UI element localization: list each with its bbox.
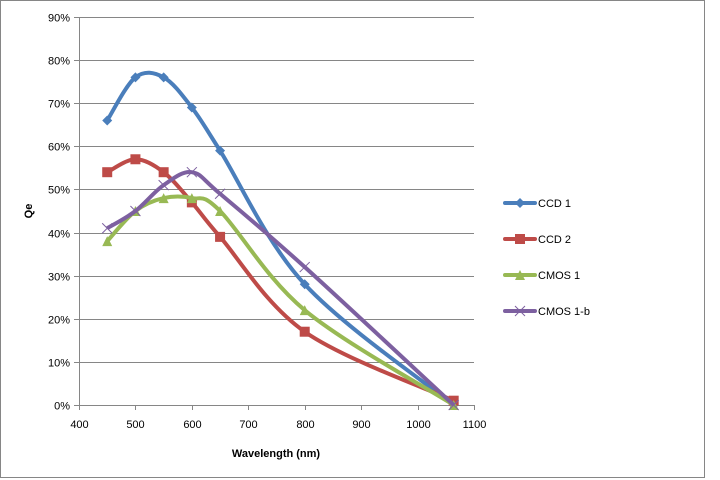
y-tick-label: 10% <box>48 358 70 370</box>
data-point <box>215 145 226 156</box>
y-tick-label: 70% <box>48 99 70 111</box>
data-point <box>186 166 198 178</box>
legend-label: CMOS 1 <box>538 270 580 282</box>
x-tick-label: 400 <box>70 419 88 431</box>
x-tick-label: 1100 <box>463 419 487 431</box>
data-point <box>102 167 113 178</box>
data-point <box>102 236 113 247</box>
legend-marker <box>515 234 525 244</box>
legend-label: CCD 2 <box>538 234 571 246</box>
y-tick-label: 30% <box>48 272 70 284</box>
x-tick-label: 1000 <box>406 419 430 431</box>
legend-marker <box>514 305 526 317</box>
data-point <box>158 193 169 204</box>
data-point <box>299 326 310 337</box>
data-point <box>130 205 141 217</box>
legend-item: CMOS 1 <box>503 270 580 282</box>
data-point <box>215 231 226 242</box>
legend-item: CCD 1 <box>503 198 571 210</box>
x-tick-label: 800 <box>296 419 314 431</box>
x-tick-label: 500 <box>126 419 144 431</box>
y-tick-label: 0% <box>54 401 70 413</box>
data-point <box>158 167 169 178</box>
data-point <box>158 179 169 191</box>
legend-marker <box>515 270 525 280</box>
y-tick-label: 80% <box>48 56 70 68</box>
y-tick-label: 20% <box>48 315 70 327</box>
y-tick-label: 50% <box>48 185 70 197</box>
y-tick-label: 60% <box>48 142 70 154</box>
data-point <box>214 188 226 200</box>
legend: CCD 1 CCD 2 CMOS 1 CMOS 1-b <box>503 198 590 318</box>
data-point <box>130 154 141 165</box>
legend-label: CMOS 1-b <box>538 306 590 318</box>
x-tick-label: 700 <box>239 419 257 431</box>
data-point <box>101 222 113 234</box>
data-point <box>186 102 197 113</box>
data-point <box>215 206 226 216</box>
legend-item: CCD 2 <box>503 234 571 246</box>
chart-border <box>0 0 705 478</box>
data-point <box>130 72 141 83</box>
series-cmos-1-b <box>101 166 460 411</box>
y-tick-label: 90% <box>48 13 70 25</box>
data-point <box>186 193 197 204</box>
x-tick-label: 600 <box>183 419 201 431</box>
y-tick-label: 40% <box>48 229 70 241</box>
legend-label: CCD 1 <box>538 198 571 210</box>
data-point <box>299 305 310 316</box>
data-point <box>158 72 169 83</box>
legend-item: CMOS 1-b <box>503 305 590 318</box>
y-axis-label: Qe <box>23 204 35 219</box>
data-point <box>299 261 311 273</box>
data-point <box>102 115 113 126</box>
data-point <box>299 279 310 290</box>
legend-marker <box>515 198 525 208</box>
x-axis-label: Wavelength (nm) <box>232 448 321 460</box>
x-tick-label: 900 <box>352 419 370 431</box>
data-point <box>448 399 460 411</box>
